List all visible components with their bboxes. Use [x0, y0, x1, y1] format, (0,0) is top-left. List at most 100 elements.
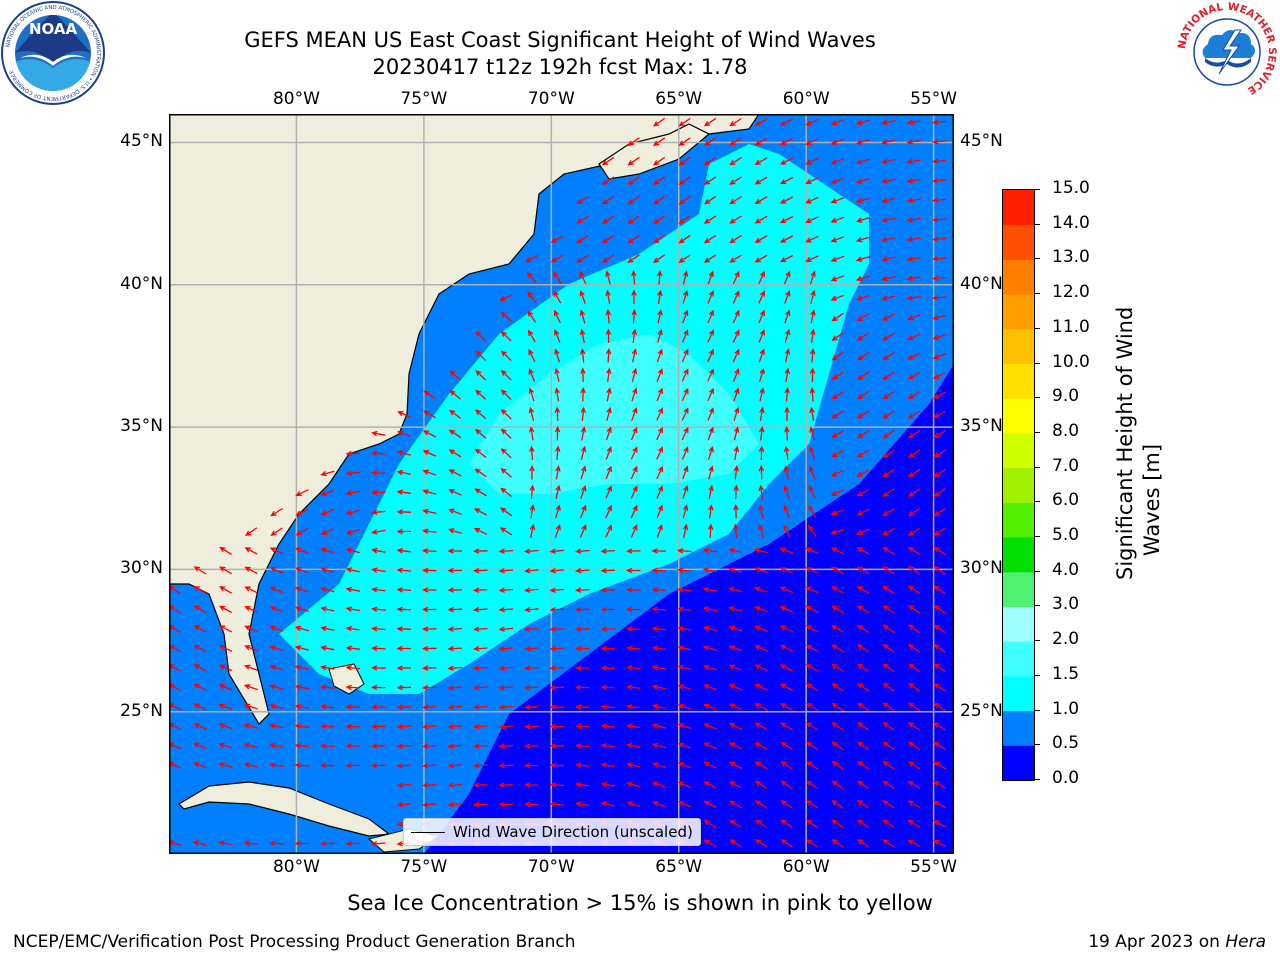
wind-wave-arrow-99 [524, 255, 539, 263]
wind-wave-arrow-293 [345, 450, 361, 457]
wind-wave-arrow-851 [780, 819, 793, 829]
wind-wave-arrow-214 [631, 367, 638, 382]
wind-wave-arrow-381 [605, 504, 612, 519]
wind-wave-arrow-614 [370, 665, 386, 671]
wind-wave-arrow-12 [627, 137, 640, 147]
wind-wave-arrow-764 [243, 762, 258, 768]
wind-wave-arrow-696 [882, 702, 895, 712]
lon-label-top-1: 75°W [400, 89, 448, 109]
lat-label-right-0: 45°N [960, 131, 1003, 152]
wind-wave-arrow-594 [651, 645, 666, 651]
wind-wave-arrow-155 [605, 309, 612, 324]
wind-wave-arrow-811 [882, 780, 895, 790]
wind-wave-arrow-278 [580, 426, 587, 441]
wind-wave-arrow-138 [631, 289, 637, 304]
wind-wave-arrow-802 [651, 781, 666, 788]
wind-wave-arrow-71 [652, 215, 666, 225]
wind-wave-arrow-7 [830, 119, 845, 126]
wind-wave-arrow-215 [656, 368, 663, 382]
wind-wave-arrow-189 [500, 350, 512, 362]
wind-wave-arrow-30 [729, 156, 742, 166]
wind-wave-arrow-76 [779, 215, 794, 224]
wind-wave-arrow-826 [703, 800, 717, 809]
wind-wave-arrow-857 [932, 820, 947, 828]
colorbar-tick-16 [1034, 744, 1040, 746]
wind-wave-arrow-744 [523, 743, 539, 749]
wind-wave-arrow-81 [906, 217, 922, 223]
wind-wave-arrow-722 [754, 722, 768, 731]
wind-wave-arrow-587 [472, 645, 488, 652]
wind-wave-arrow-831 [831, 799, 844, 809]
wind-wave-arrow-567 [754, 625, 768, 633]
wind-wave-arrow-565 [702, 625, 717, 632]
colorbar-label-2: 13.0 [1052, 247, 1090, 268]
wind-wave-arrow-863 [294, 840, 309, 847]
wind-wave-arrow-4 [754, 118, 768, 127]
wind-wave-arrow-442 [702, 547, 717, 554]
wind-wave-arrow-774 [498, 762, 514, 769]
wind-wave-arrow-218 [732, 368, 740, 382]
colorbar-title-line1: Significant Height of Wind [1113, 306, 1137, 580]
wind-wave-arrow-495 [498, 587, 514, 593]
lon-label-top-5: 55°W [910, 89, 958, 109]
wind-wave-arrow-145 [810, 289, 816, 304]
wind-wave-arrow-328 [605, 465, 612, 480]
wind-wave-arrow-790 [907, 761, 921, 770]
wind-wave-arrow-336 [809, 465, 816, 480]
map-svg [169, 114, 954, 854]
wind-wave-arrow-134 [527, 291, 537, 304]
colorbar-label-13: 2.0 [1052, 629, 1080, 650]
wind-wave-arrow-573 [907, 624, 921, 634]
wind-wave-arrow-275 [500, 428, 512, 439]
wind-wave-arrow-723 [780, 722, 793, 731]
wind-wave-arrow-634 [882, 663, 895, 673]
wind-wave-arrow-264 [809, 406, 815, 422]
wind-wave-arrow-398 [320, 528, 335, 535]
wind-wave-arrow-557 [498, 626, 514, 632]
wind-wave-arrow-209 [500, 369, 512, 381]
wind-wave-arrow-463 [473, 567, 488, 574]
wind-wave-arrow-716 [600, 723, 616, 729]
wind-wave-arrow-95 [855, 236, 870, 243]
wind-wave-arrow-596 [702, 645, 717, 651]
wind-wave-arrow-791 [933, 761, 946, 770]
wind-wave-arrow-17 [754, 137, 768, 146]
wind-wave-arrow-579 [269, 645, 284, 652]
wind-wave-arrow-813 [932, 781, 947, 789]
wind-wave-arrow-384 [682, 504, 689, 519]
wind-wave-arrow-441 [676, 548, 692, 554]
wind-wave-arrow-492 [421, 587, 437, 593]
wind-wave-arrow-605 [933, 643, 946, 653]
colorbar-label-16: 0.5 [1052, 733, 1080, 754]
wind-wave-arrow-535 [728, 606, 743, 612]
wind-wave-arrow-816 [447, 801, 463, 808]
wind-wave-arrow-78 [830, 216, 845, 223]
wind-wave-arrow-397 [295, 527, 309, 536]
wind-wave-arrow-775 [524, 762, 539, 769]
wind-wave-arrow-295 [396, 450, 411, 456]
wind-wave-arrow-359 [733, 484, 739, 500]
wind-wave-arrow-586 [447, 645, 463, 652]
wind-wave-arrow-576 [193, 644, 207, 653]
wind-wave-arrow-786 [805, 761, 819, 770]
wind-wave-arrow-108 [754, 254, 768, 263]
wind-wave-arrow-406 [529, 523, 536, 538]
wind-wave-arrow-319 [371, 470, 386, 476]
colorbar-label-15: 1.0 [1052, 698, 1080, 719]
lat-label-left-3: 30°N [120, 558, 163, 579]
wind-wave-arrow-39 [601, 176, 615, 185]
wind-wave-arrow-83 [550, 235, 564, 243]
wind-wave-arrow-753 [754, 742, 768, 750]
wind-wave-arrow-776 [549, 762, 565, 769]
colorbar-swatch-6 [1003, 537, 1034, 573]
wind-wave-arrow-75 [754, 215, 768, 224]
colorbar-tick-9 [1034, 501, 1040, 503]
wind-wave-arrow-281 [656, 426, 663, 441]
wind-wave-arrow-738 [370, 743, 386, 749]
wind-wave-arrow-641 [269, 684, 284, 690]
wind-wave-arrow-525 [472, 606, 488, 613]
wind-wave-arrow-330 [656, 465, 663, 480]
wind-wave-arrow-238 [707, 387, 714, 402]
wind-wave-arrow-670 [218, 703, 233, 710]
wind-wave-arrow-708 [396, 723, 412, 730]
